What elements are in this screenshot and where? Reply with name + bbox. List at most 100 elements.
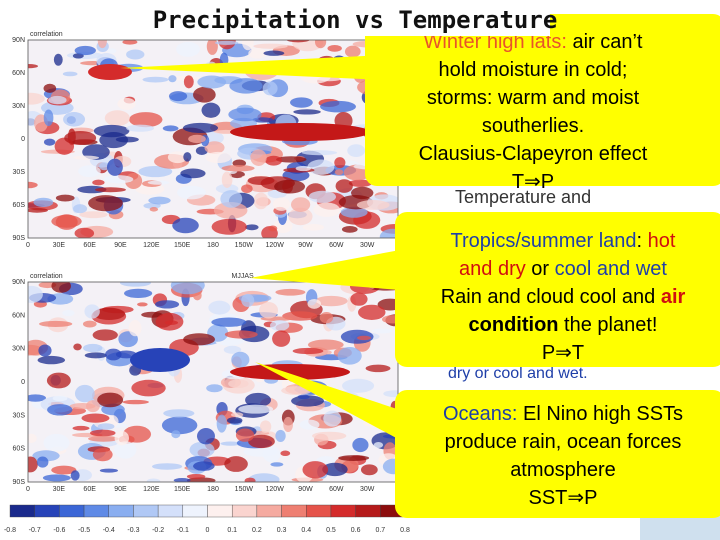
map-blob: [62, 71, 78, 77]
colorbar-cell: [231, 504, 258, 518]
colorbar-cell: [133, 504, 159, 518]
map-blob: [183, 75, 194, 89]
map-blob: [47, 404, 73, 416]
map-blob: [38, 344, 52, 357]
map-blob: [73, 155, 100, 160]
map-blob: [64, 130, 97, 145]
map-blob: [365, 364, 391, 373]
map-blob: [28, 285, 43, 304]
map-blob: [341, 226, 358, 233]
map-blob: [170, 282, 205, 295]
map-blob: [276, 156, 307, 163]
map-blob: [149, 207, 159, 212]
map-blob: [97, 40, 107, 49]
colorbar-label: 0.1: [227, 527, 237, 534]
map-blob: [186, 473, 206, 479]
map-blob: [37, 355, 66, 365]
lat-label: 30N: [12, 346, 25, 353]
map-blob: [94, 187, 126, 193]
map-blob: [228, 107, 262, 122]
map-blob: [63, 112, 86, 127]
colorbar-cell: [306, 504, 332, 518]
map-blob: [28, 63, 39, 69]
colorbar-label: 0.3: [277, 527, 287, 534]
map-blob: [288, 207, 313, 226]
callout-line: atmosphere: [510, 459, 616, 481]
background-fragment: Temperature and: [455, 187, 591, 207]
map-blob: [286, 40, 310, 43]
map-blob: [206, 384, 223, 393]
map-label: correlation: [30, 273, 63, 280]
callouts: Winter high lats: air can’t hold moisture…: [120, 14, 720, 518]
map-blob: [126, 49, 145, 60]
callout-line: storms: warm and moist: [427, 87, 640, 109]
map-blob: [147, 180, 170, 185]
colorbar-cell: [256, 504, 282, 518]
colorbar-label: -0.8: [4, 527, 16, 534]
map-blob: [340, 329, 374, 344]
map-blob: [117, 97, 136, 110]
callout-span: :: [637, 230, 648, 252]
lon-label: 60E: [83, 242, 96, 249]
map-blob: [86, 400, 100, 413]
callout-span: and wet: [591, 258, 667, 280]
map-blob: [62, 309, 75, 317]
callout-span: southerlies.: [482, 115, 584, 137]
lat-label: 30S: [13, 412, 26, 419]
map-blob: [122, 425, 152, 443]
map-blob: [106, 158, 123, 176]
map-blob: [201, 102, 221, 118]
colorbar-label: -0.3: [127, 527, 139, 534]
map-blob: [205, 151, 232, 163]
map-blob: [275, 429, 286, 443]
callout: Oceans: El Nino high SSTs produce rain, o…: [255, 362, 720, 518]
map-blob: [28, 394, 47, 402]
map-blob: [74, 227, 95, 238]
map-blob: [131, 379, 166, 397]
colorbar-cell: [182, 504, 208, 518]
map-blob: [280, 450, 291, 457]
map-blob: [213, 201, 248, 219]
map-blob: [342, 378, 375, 393]
map-blob: [229, 78, 263, 94]
map-blob: [99, 162, 110, 171]
map-blob: [42, 474, 71, 482]
map-blob: [84, 304, 100, 319]
lon-label: 150W: [235, 486, 254, 493]
lat-label: 90N: [12, 279, 25, 286]
map-blob: [223, 345, 242, 354]
map-blob: [124, 288, 153, 299]
map-blob: [313, 202, 341, 217]
callout-span: T⇒P: [512, 171, 554, 193]
map-blob: [193, 86, 216, 103]
lon-label: 90E: [114, 242, 127, 249]
colorbar-cell: [157, 504, 184, 518]
colorbar-label: 0.5: [326, 527, 336, 534]
map-blob: [79, 211, 108, 219]
map-blob: [334, 169, 344, 176]
lat-label: 90S: [13, 235, 26, 242]
map-blob: [221, 171, 233, 188]
callout-span: cool: [555, 258, 592, 280]
map-blob: [259, 302, 279, 319]
map-blob: [248, 434, 275, 449]
map-blob: [307, 339, 344, 351]
map-blob: [88, 435, 119, 442]
map-blob: [168, 75, 177, 83]
map-blob: [307, 298, 322, 309]
colorbar: -0.8 -0.7 -0.6 -0.5 -0.4 -0.3 -0.2 -0.1 0 0.1 0.2 0…: [4, 504, 410, 534]
colorbar-label: 0.8: [400, 527, 410, 534]
map-blob: [224, 456, 248, 472]
callout-box: [395, 212, 720, 367]
map-blob: [172, 217, 199, 234]
map-blob: [55, 214, 78, 230]
colorbar-cell: [9, 504, 35, 518]
map-blob: [251, 294, 272, 302]
map-blob: [297, 394, 310, 400]
lat-label: 90S: [13, 479, 26, 486]
map-blob: [81, 413, 110, 423]
map-blob: [247, 176, 275, 185]
lon-label: 90W: [298, 242, 313, 249]
map-blob: [126, 124, 155, 132]
map-blob: [78, 165, 101, 178]
